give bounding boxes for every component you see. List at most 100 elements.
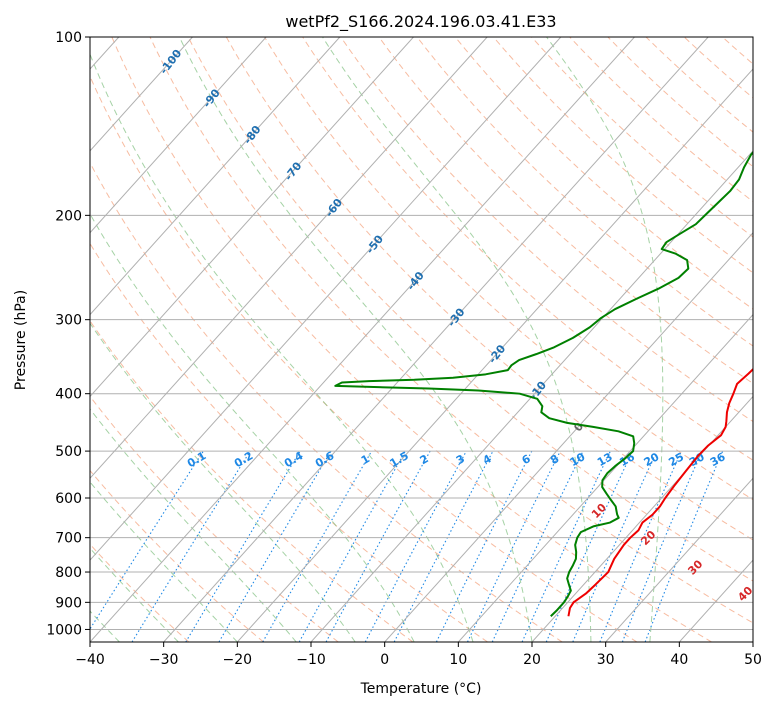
moist-adiabat: [90, 408, 297, 642]
dry-adiabat: [149, 37, 753, 624]
dry-adiabat: [454, 37, 753, 310]
mixing-ratio-label: 16: [617, 450, 637, 469]
x-tick-label: −20: [223, 652, 253, 668]
y-tick-label: 700: [55, 531, 82, 547]
mixing-ratio-line: [621, 450, 703, 642]
x-tick-label: −40: [75, 652, 105, 668]
isotherm-line: [90, 37, 635, 642]
x-tick-label: −30: [149, 652, 179, 668]
y-tick-label: 300: [55, 313, 82, 329]
y-tick-label: 200: [55, 208, 82, 224]
mixing-ratio-line: [364, 450, 467, 642]
dry-adiabat: [111, 37, 712, 642]
isotherm-line: [90, 37, 341, 316]
dry-adiabat: [493, 37, 753, 274]
dry-adiabat: [645, 37, 753, 133]
dry-adiabat: [90, 242, 488, 642]
mixing-ratio-label: 8: [548, 452, 561, 467]
isotherm-line: [384, 231, 753, 642]
isotherm-line: [457, 313, 753, 642]
dry-adiabat: [416, 37, 753, 347]
mixing-ratio-label: 0.4: [282, 449, 306, 470]
mixing-ratio-label: 10: [568, 450, 588, 469]
mixing-ratio-label: 20: [642, 450, 662, 469]
chart-title: wetPf2_S166.2024.196.03.41.E33: [285, 12, 556, 32]
mixing-ratio-line: [131, 450, 251, 642]
y-tick-label: 400: [55, 387, 82, 403]
y-axis-label: Pressure (hPa): [13, 290, 29, 390]
dry-adiabat-label: 20: [638, 528, 658, 548]
x-tick-label: 30: [597, 652, 615, 668]
dry-adiabat: [683, 37, 753, 99]
y-tick-label: 600: [55, 491, 82, 507]
mixing-ratio-label: 13: [595, 450, 615, 469]
isotherm-line: [90, 37, 562, 561]
dewpoint-profile: [334, 150, 753, 617]
dry-adiabat: [225, 37, 753, 541]
temperature-profile: [567, 367, 753, 617]
plot-frame: [89, 36, 754, 643]
mixing-ratio-line: [644, 450, 724, 642]
mixing-ratio-line: [599, 450, 682, 642]
mixing-ratio-line: [435, 450, 533, 642]
moist-adiabat: [90, 481, 238, 642]
background-lines: [90, 37, 775, 642]
grid-lines: [90, 37, 753, 642]
moist-adiabat: [90, 52, 474, 642]
y-tick-label: 800: [55, 565, 82, 581]
isotherm-line: [752, 641, 753, 642]
isotherm-label: -100: [157, 47, 184, 77]
isotherm-line: [90, 37, 488, 480]
dry-adiabat: [90, 320, 414, 642]
mixing-ratio-label: 0.2: [232, 449, 255, 470]
mixing-ratio-line: [262, 450, 373, 642]
y-tick-label: 500: [55, 444, 82, 460]
dry-adiabat: [90, 161, 563, 642]
dry-adiabat: [761, 37, 775, 642]
axis-ticks: −40 −30 −20 −10 0 10 20 30 40 5010020030040050060…: [46, 30, 762, 668]
x-tick-label: 40: [670, 652, 688, 668]
mixing-ratio-label: 2: [418, 452, 431, 467]
mixing-ratio-label: 25: [666, 450, 686, 469]
mixing-ratio-label: 6: [520, 452, 533, 467]
moist-adiabat: [90, 322, 356, 642]
moist-adiabat: [546, 37, 664, 642]
dry-adiabat: [90, 395, 339, 642]
isotherm-line: [310, 150, 753, 642]
mixing-ratio-line: [545, 450, 634, 642]
x-axis-label: Temperature (°C): [360, 681, 482, 697]
y-tick-label: 900: [55, 595, 82, 611]
mixing-ratio-label: 4: [481, 452, 494, 467]
x-tick-label: 0: [380, 652, 389, 668]
mixing-ratio-line: [298, 450, 406, 642]
mixing-ratio-label: 36: [708, 450, 728, 469]
y-tick-label: 100: [55, 30, 82, 46]
isotherm-line: [236, 68, 753, 642]
isotherm-line: [678, 559, 753, 642]
profiles: [334, 150, 753, 617]
moist-adiabat: [178, 37, 533, 642]
dry-adiabat-label: 10: [589, 501, 609, 521]
x-tick-label: 10: [449, 652, 467, 668]
x-tick-label: −10: [296, 652, 326, 668]
y-tick-label: 1000: [46, 622, 82, 638]
x-tick-label: 20: [523, 652, 541, 668]
dry-adiabat: [264, 37, 753, 501]
dry-adiabat: [90, 469, 264, 642]
mixing-ratio-line: [325, 450, 431, 642]
dry-adiabat-label: 30: [685, 557, 705, 577]
dry-adiabat: [607, 37, 753, 168]
mixing-ratio-line: [467, 450, 561, 642]
isotherm-line: [163, 37, 709, 642]
moist-adiabat: [322, 37, 592, 642]
dry-adiabat: [90, 543, 190, 642]
isotherm-line: [90, 37, 414, 398]
isotherm-line: [90, 37, 267, 234]
mixing-ratio-line: [572, 450, 658, 642]
isotherm-line: [90, 37, 193, 152]
isotherm-line: [605, 477, 753, 642]
x-tick-label: 50: [744, 652, 762, 668]
isotherm-line: [531, 395, 753, 642]
mixing-ratio-line: [185, 450, 301, 642]
